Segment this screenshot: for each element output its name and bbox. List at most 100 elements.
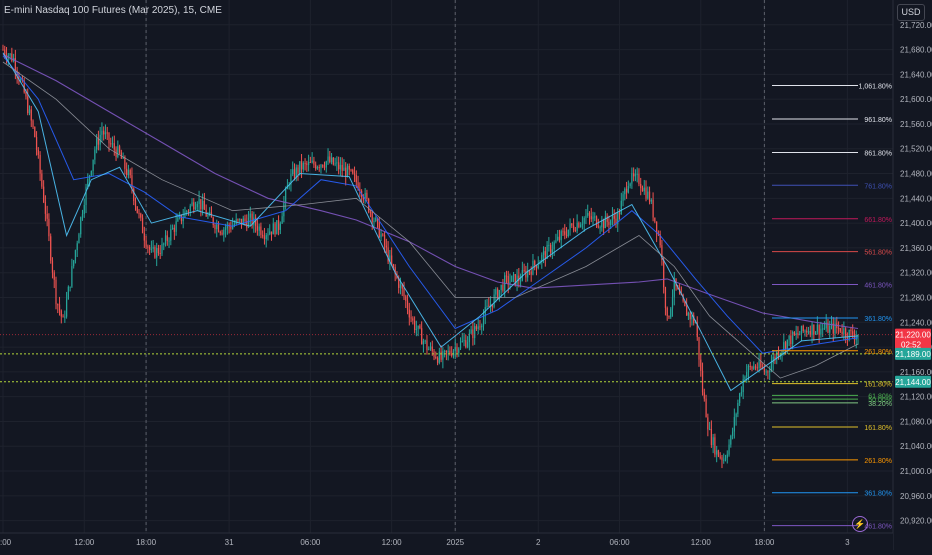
- candle-body: [332, 157, 334, 165]
- candle-body: [263, 236, 266, 240]
- candle-body: [85, 186, 87, 206]
- moving-average-line: [2, 61, 859, 379]
- candle-body: [398, 277, 400, 288]
- candle-body: [521, 270, 523, 281]
- candle-body: [136, 206, 138, 214]
- candle-body: [32, 120, 34, 128]
- candle-body: [249, 213, 251, 218]
- candle-body: [419, 325, 421, 329]
- candle-body: [180, 214, 183, 222]
- moving-average-line: [2, 52, 859, 392]
- fib-upper-label: 1,061.80%: [859, 84, 892, 91]
- candle-body: [557, 236, 559, 241]
- candle-body: [613, 215, 615, 219]
- candle-body: [753, 366, 755, 369]
- candle-body: [417, 325, 419, 329]
- candle-body: [468, 333, 470, 343]
- candle-body: [240, 218, 243, 225]
- candle-body: [118, 146, 121, 153]
- candle-body: [307, 161, 310, 165]
- candle-body: [196, 203, 198, 208]
- candle-body: [60, 310, 62, 317]
- candle-body: [371, 212, 373, 222]
- symbol-title[interactable]: E-mini Nasdaq 100 Futures (Mar 2025), 15…: [4, 5, 222, 16]
- candle-body: [43, 186, 45, 202]
- candle-body: [769, 370, 771, 372]
- candle-body: [500, 284, 502, 290]
- candle-body: [717, 450, 720, 457]
- candle-body: [625, 188, 628, 193]
- candle-body: [353, 173, 356, 176]
- candle-body: [173, 227, 175, 232]
- candle-body: [640, 183, 642, 189]
- candle-body: [806, 330, 808, 333]
- candle-body: [442, 351, 444, 360]
- candle-body: [408, 309, 410, 318]
- candle-body: [11, 53, 13, 61]
- candle-body: [327, 156, 329, 162]
- currency-button[interactable]: USD: [897, 4, 925, 21]
- candle-body: [171, 227, 174, 230]
- candle-body: [670, 308, 672, 318]
- level-189-tag: [895, 347, 931, 360]
- candle-body: [403, 288, 405, 297]
- candle-body: [698, 337, 700, 360]
- candle-body: [627, 186, 629, 193]
- candle-body: [730, 435, 732, 445]
- candle-body: [578, 222, 580, 228]
- candle-body: [595, 216, 598, 227]
- candle-body: [617, 212, 619, 225]
- candle-body: [576, 222, 578, 231]
- candle-body: [30, 109, 32, 121]
- candle-body: [170, 229, 172, 241]
- candle-body: [244, 218, 246, 222]
- candle-body: [260, 226, 262, 235]
- candle-body: [182, 217, 184, 222]
- candle-body: [203, 200, 206, 210]
- candle-body: [758, 361, 760, 369]
- candle-body: [300, 161, 303, 170]
- candle-body: [193, 202, 195, 210]
- candle-body: [410, 317, 412, 319]
- candle-body: [603, 220, 605, 229]
- candle-body: [429, 346, 432, 349]
- candle-body: [219, 231, 221, 233]
- candle-body: [606, 216, 608, 222]
- fib-lower-label: 361.80%: [864, 491, 892, 498]
- moving-average-line: [2, 55, 859, 354]
- candle-body: [792, 332, 794, 345]
- candle-body: [823, 328, 826, 330]
- fib-lower-label: 61.80%: [868, 393, 892, 400]
- candle-body: [519, 280, 522, 282]
- candle-body: [373, 220, 375, 222]
- candle-body: [477, 326, 479, 330]
- candle-body: [274, 223, 276, 235]
- moving-average-line: [2, 54, 859, 330]
- candle-body: [590, 216, 592, 220]
- candle-body: [25, 92, 27, 97]
- candle-body: [325, 161, 327, 168]
- candle-body: [560, 231, 562, 241]
- candle-body: [845, 328, 847, 337]
- price-tick-label: 21,280.00: [900, 293, 932, 302]
- candle-body: [820, 328, 822, 335]
- lightning-icon[interactable]: ⚡: [852, 516, 868, 532]
- fib-lower-label: 38.20%: [868, 401, 892, 408]
- candle-body: [747, 365, 750, 372]
- price-tick-label: 20,960.00: [900, 492, 932, 501]
- candle-body: [767, 371, 769, 373]
- candle-body: [516, 275, 518, 286]
- candle-body: [149, 246, 151, 250]
- candle-body: [551, 249, 554, 253]
- candle-body: [518, 275, 520, 281]
- candle-body: [770, 363, 773, 371]
- candle-body: [187, 211, 190, 213]
- candle-body: [69, 286, 71, 288]
- candle-body: [369, 211, 372, 213]
- price-axis[interactable]: [893, 0, 932, 550]
- price-tick-label: 21,000.00: [900, 467, 932, 476]
- time-axis[interactable]: [0, 533, 893, 550]
- candle-body: [283, 202, 285, 217]
